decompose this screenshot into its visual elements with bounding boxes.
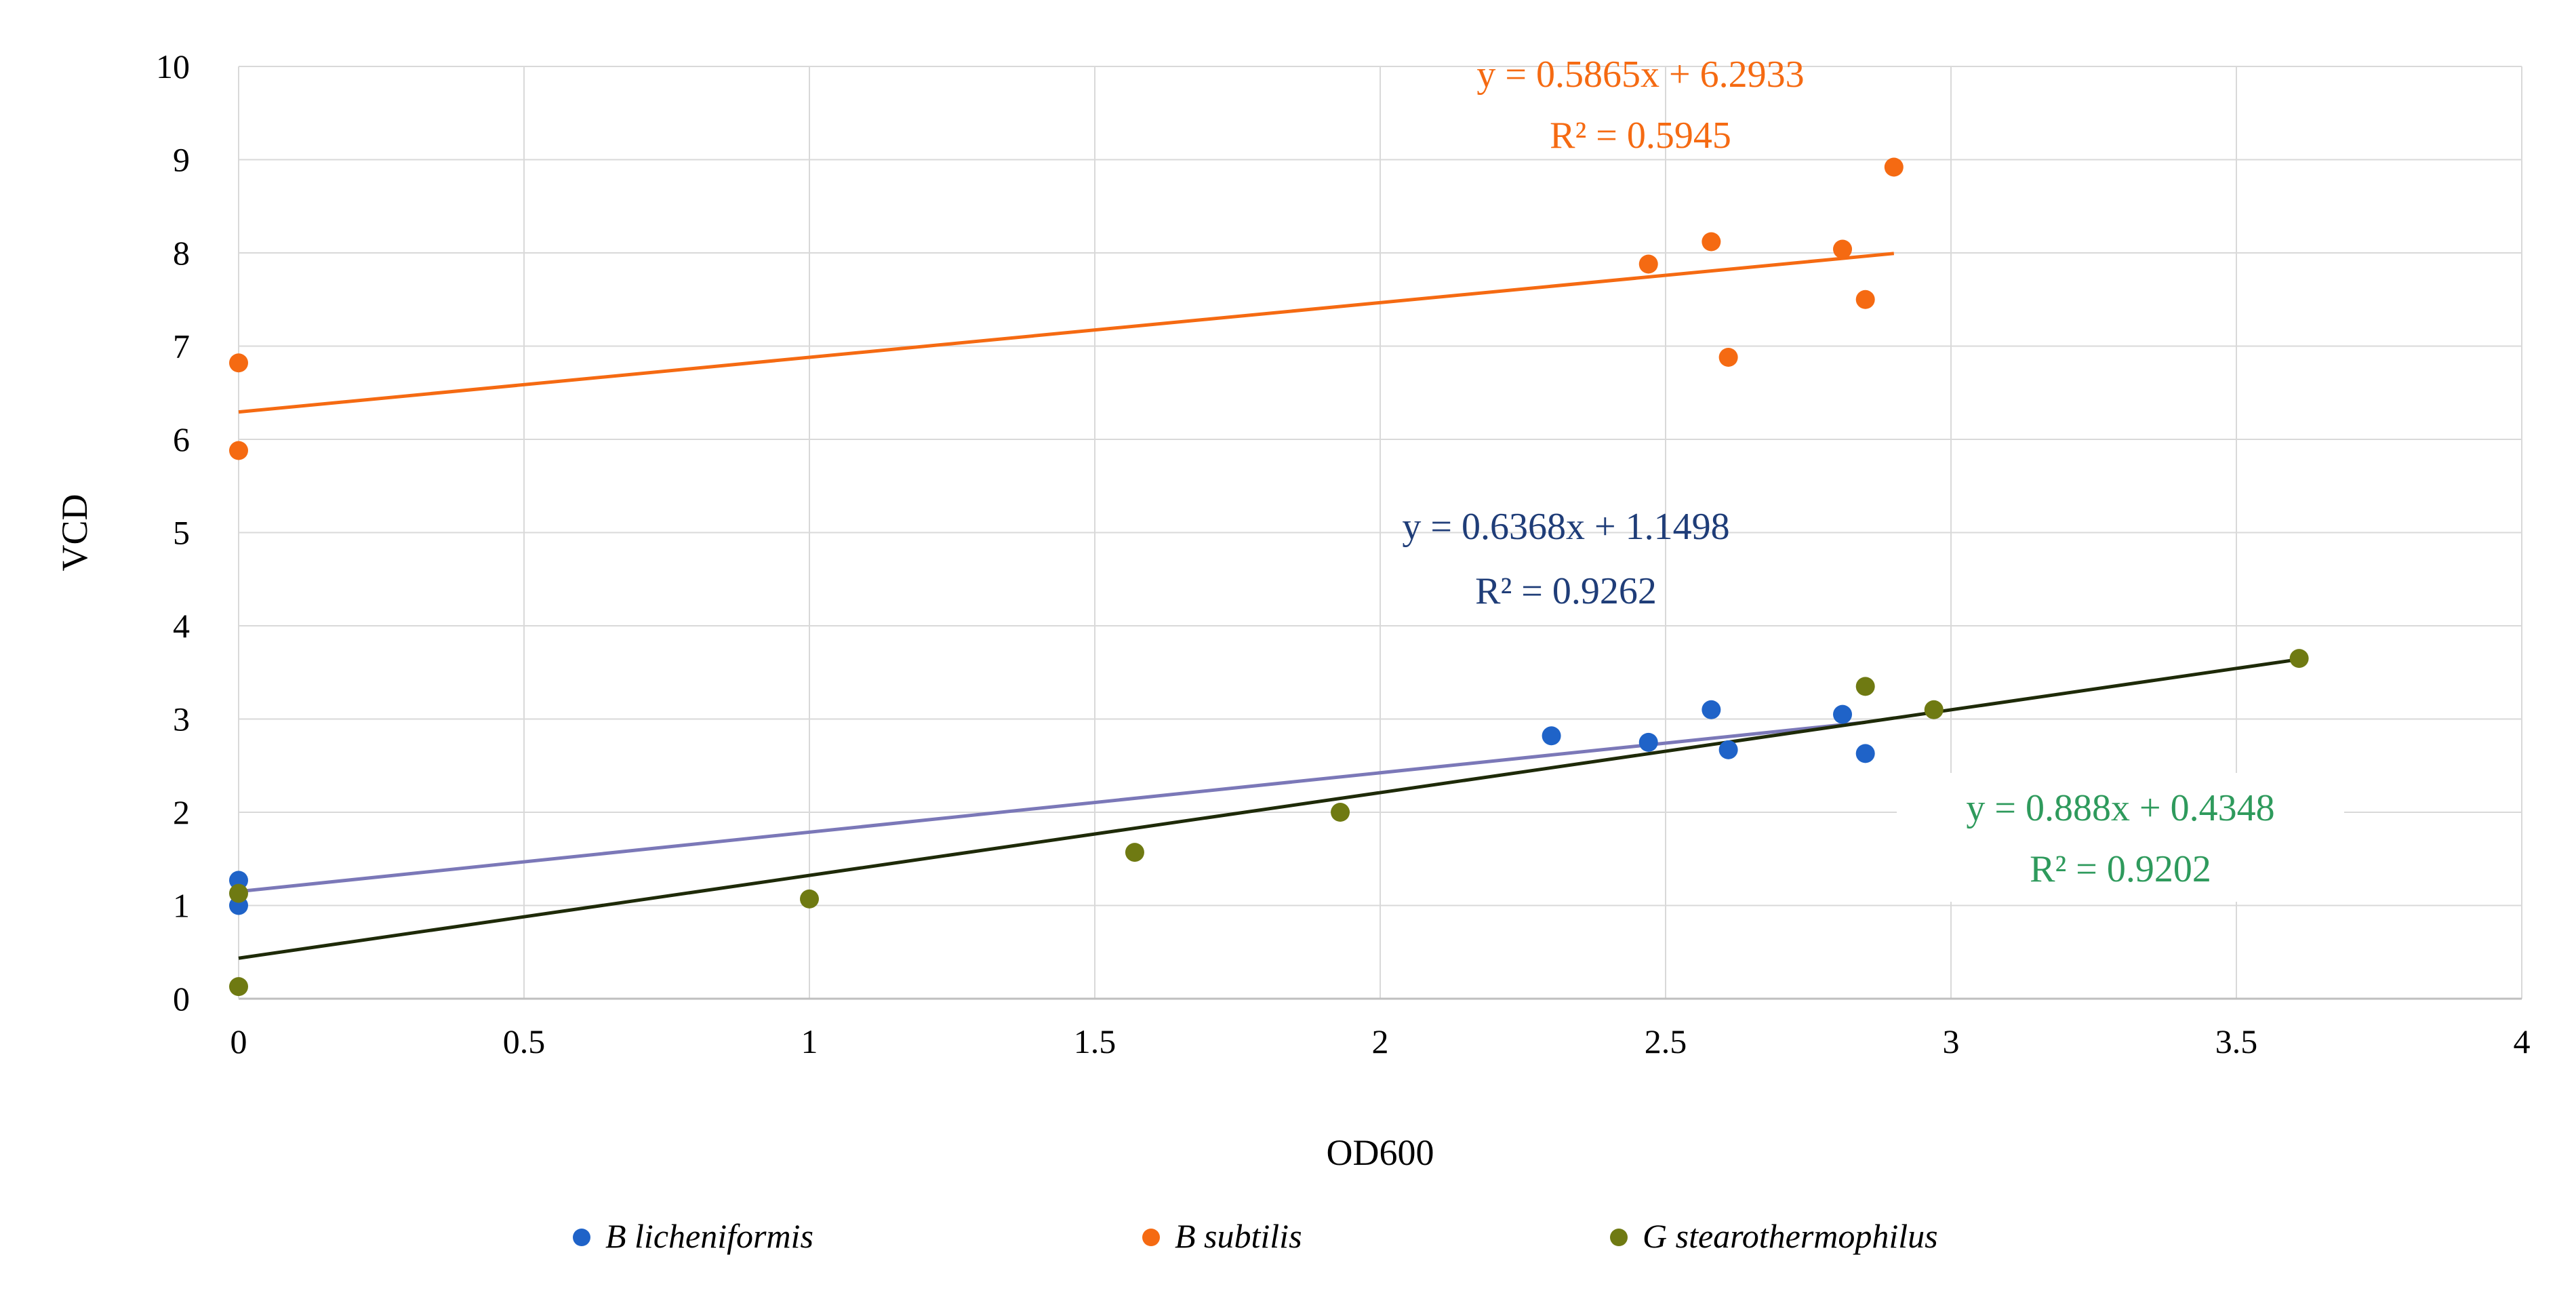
- data-point-subtilis: [1718, 348, 1738, 367]
- data-point-stearothermophilus: [1855, 677, 1875, 696]
- grid-lines: [238, 66, 2522, 999]
- data-point-subtilis: [1702, 232, 1721, 252]
- data-point-licheniformis: [1638, 732, 1658, 752]
- data-point-stearothermophilus: [2289, 649, 2309, 669]
- x-tick-label: 3.5: [2215, 1022, 2258, 1060]
- x-tick-label: 2: [1372, 1022, 1389, 1060]
- data-point-stearothermophilus: [1125, 843, 1144, 862]
- trendline-equations: y = 0.6368x + 1.1498 R² = 0.9262 y = 0.586…: [1402, 54, 2344, 902]
- data-point-licheniformis: [1855, 744, 1875, 763]
- trendline-licheniformis: [238, 720, 1866, 894]
- y-axis-title: VCD: [54, 494, 95, 571]
- legend-label-subtilis: B subtilis: [1175, 1217, 1302, 1255]
- data-point-subtilis: [1884, 157, 1904, 177]
- y-tick-label: 2: [173, 793, 190, 831]
- trendline-subtilis: [238, 252, 1895, 414]
- equation-licheniformis: y = 0.6368x + 1.1498: [1402, 506, 1729, 548]
- legend-marker-licheniformis: [573, 1229, 590, 1246]
- data-point-licheniformis: [1542, 726, 1561, 746]
- trendlines: [238, 252, 2299, 960]
- y-tick-label: 6: [173, 420, 190, 458]
- data-point-stearothermophilus: [1924, 700, 1944, 719]
- data-point-subtilis: [229, 353, 248, 373]
- data-point-stearothermophilus: [229, 883, 248, 903]
- data-point-licheniformis: [229, 871, 248, 890]
- y-tick-label: 5: [173, 514, 190, 552]
- data-point-subtilis: [229, 441, 248, 460]
- equation-background-stearothermophilus: [1897, 773, 2344, 902]
- x-tick-label: 0.5: [503, 1022, 546, 1060]
- x-tick-label: 3: [1943, 1022, 1960, 1060]
- axes: [238, 66, 2522, 1000]
- legend-marker-subtilis: [1142, 1229, 1160, 1246]
- legend-label-stearothermophilus: G stearothermophilus: [1643, 1217, 1938, 1255]
- y-tick-label: 0: [173, 980, 190, 1018]
- y-tick-label: 3: [173, 700, 190, 738]
- r-squared-subtilis: R² = 0.5945: [1550, 115, 1731, 157]
- r-squared-stearothermophilus: R² = 0.9202: [2030, 848, 2211, 890]
- x-tick-label: 4: [2514, 1022, 2531, 1060]
- x-tick-label: 2.5: [1645, 1022, 1687, 1060]
- x-axis-title: OD600: [1327, 1132, 1434, 1173]
- y-tick-label: 9: [173, 141, 190, 179]
- data-point-subtilis: [1855, 290, 1875, 309]
- y-tick-label: 1: [173, 887, 190, 925]
- data-point-subtilis: [1638, 254, 1658, 274]
- y-tick-label: 7: [173, 327, 190, 365]
- y-tick-label: 8: [173, 234, 190, 272]
- data-point-subtilis: [1833, 239, 1853, 259]
- x-tick-label: 1.5: [1074, 1022, 1116, 1060]
- data-points: [229, 157, 2309, 997]
- equation-stearothermophilus: y = 0.888x + 0.4348: [1966, 787, 2274, 829]
- x-tick-label: 1: [801, 1022, 818, 1060]
- data-point-stearothermophilus: [1331, 803, 1350, 822]
- tick-labels: 0 0.5 1 1.5 2 2.5 3 3.5 4 0 1 2 3 4 5 6 7 8 9 10: [156, 47, 2531, 1060]
- y-tick-label: 4: [173, 607, 190, 645]
- legend: B licheniformis B subtilis G stearothermop…: [573, 1217, 1938, 1255]
- equation-subtilis: y = 0.5865x + 6.2933: [1476, 54, 1804, 96]
- data-point-licheniformis: [1833, 704, 1853, 724]
- trendline-stearothermophilus: [238, 657, 2299, 960]
- legend-label-licheniformis: B licheniformis: [605, 1217, 813, 1255]
- r-squared-licheniformis: R² = 0.9262: [1475, 570, 1657, 612]
- data-point-stearothermophilus: [800, 889, 819, 909]
- y-tick-label: 10: [156, 47, 190, 85]
- data-point-stearothermophilus: [229, 977, 248, 997]
- x-tick-label: 0: [230, 1022, 247, 1060]
- legend-marker-stearothermophilus: [1610, 1229, 1628, 1246]
- data-point-licheniformis: [1702, 700, 1721, 719]
- data-point-licheniformis: [1718, 740, 1738, 759]
